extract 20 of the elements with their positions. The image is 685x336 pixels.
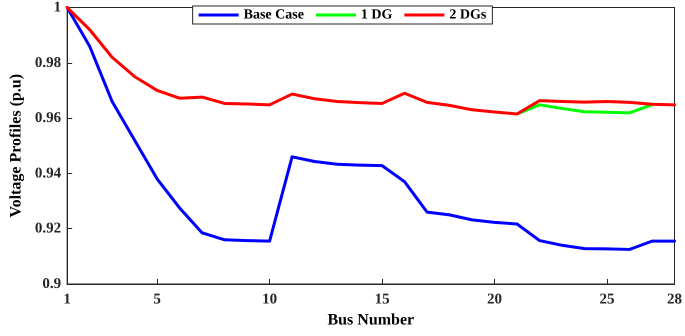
x-tick-label: 10: [262, 292, 278, 308]
x-tick-label: 28: [667, 292, 682, 308]
line-series: [66, 6, 676, 251]
y-tick-label: 0.9: [42, 276, 62, 292]
legend-label: 2 DGs: [449, 8, 487, 22]
x-tick-label: 20: [487, 292, 502, 308]
y-tick-label: 0.94: [34, 165, 62, 182]
y-tick-label: 0.92: [34, 220, 62, 237]
legend-label: Base Case: [244, 8, 304, 22]
y-tick-label: 0.98: [34, 54, 62, 71]
legend-label: 1 DG: [360, 8, 393, 22]
y-tick-label: 0.96: [34, 110, 62, 126]
line-series: [66, 6, 676, 116]
x-tick-label: 5: [153, 292, 161, 308]
x-tick-label: 15: [374, 292, 390, 308]
y-tick-label: 1: [54, 0, 62, 16]
line-series: [516, 103, 654, 116]
x-tick-label: 25: [600, 292, 615, 308]
x-axis-title: Bus Number: [327, 311, 414, 328]
y-axis-title: Voltage Profiles (p.u): [8, 74, 24, 218]
